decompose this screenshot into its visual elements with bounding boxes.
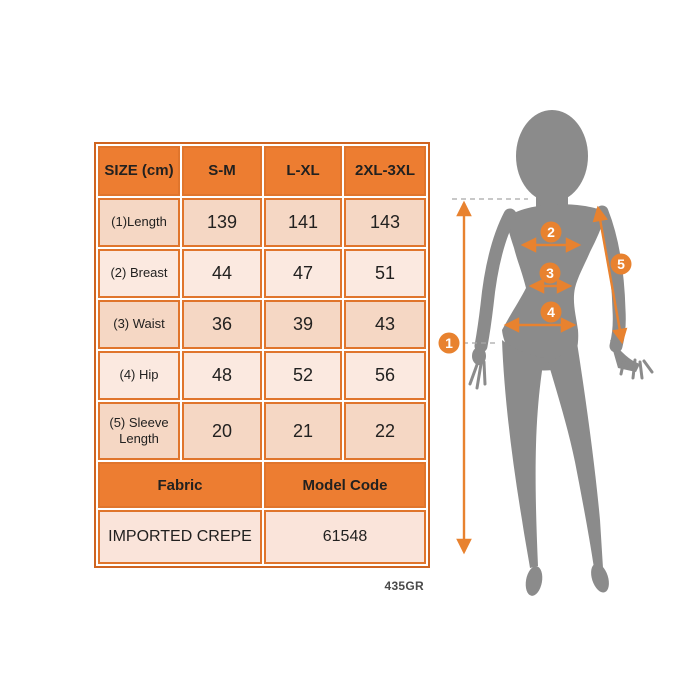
badge-1-circle xyxy=(438,332,460,354)
guide-dashes xyxy=(452,198,528,344)
cell-value: 21 xyxy=(264,402,342,460)
cell-value: 36 xyxy=(182,300,262,349)
right-foot xyxy=(591,563,609,593)
col-header-l-xl: L-XL xyxy=(264,146,342,196)
table-row-breast: (2) Breast 44 47 51 xyxy=(98,249,426,298)
badge-2-circle xyxy=(540,221,562,243)
fabric-header: Fabric xyxy=(98,462,262,508)
cell-value: 52 xyxy=(264,351,342,400)
cell-value: 22 xyxy=(344,402,426,460)
table-row-waist: (3) Waist 36 39 43 xyxy=(98,300,426,349)
weight-footnote: 435GR xyxy=(384,579,424,593)
right-fingers xyxy=(619,358,654,380)
badge-3-circle xyxy=(539,262,561,284)
cell-value: 39 xyxy=(264,300,342,349)
badge-2-number: 2 xyxy=(547,224,555,240)
left-fingers xyxy=(468,360,487,390)
info-header-row: Fabric Model Code xyxy=(98,462,426,508)
sleeve-arrow xyxy=(592,205,628,345)
cell-value: 56 xyxy=(344,351,426,400)
badge-5-number: 5 xyxy=(617,256,625,272)
woman-silhouette xyxy=(468,110,654,596)
badge-4-circle xyxy=(540,301,562,323)
left-foot xyxy=(525,566,543,596)
model-code-value: 61548 xyxy=(264,510,426,564)
measurement-figure: 1 2 3 4 5 xyxy=(438,110,654,596)
badge-5-circle xyxy=(610,253,632,275)
col-header-s-m: S-M xyxy=(182,146,262,196)
col-header-2xl-3xl: 2XL-3XL xyxy=(344,146,426,196)
table-row-sleeve-length: (5) Sleeve Length 20 21 22 xyxy=(98,402,426,460)
left-hand xyxy=(472,347,486,365)
table-row-length: (1)Length 139 141 143 xyxy=(98,198,426,247)
model-code-header: Model Code xyxy=(264,462,426,508)
cell-value: 51 xyxy=(344,249,426,298)
head xyxy=(516,110,588,202)
table-row-hip: (4) Hip 48 52 56 xyxy=(98,351,426,400)
cell-value: 139 xyxy=(182,198,262,247)
cell-value: 48 xyxy=(182,351,262,400)
size-table-header-row: SIZE (cm) S-M L-XL 2XL-3XL xyxy=(98,146,426,196)
cell-value: 43 xyxy=(344,300,426,349)
row-label: (3) Waist xyxy=(98,300,180,349)
fabric-value: IMPORTED CREPE xyxy=(98,510,262,564)
measurement-badges: 1 2 3 4 5 xyxy=(438,221,632,354)
cell-value: 143 xyxy=(344,198,426,247)
cell-value: 47 xyxy=(264,249,342,298)
badge-3-number: 3 xyxy=(546,265,554,281)
right-hand xyxy=(610,340,640,372)
row-label: (4) Hip xyxy=(98,351,180,400)
row-label: (1)Length xyxy=(98,198,180,247)
cell-value: 20 xyxy=(182,402,262,460)
size-unit-header: SIZE (cm) xyxy=(98,146,180,196)
cell-value: 141 xyxy=(264,198,342,247)
size-table: SIZE (cm) S-M L-XL 2XL-3XL (1)Length 139… xyxy=(94,142,430,568)
info-value-row: IMPORTED CREPE 61548 xyxy=(98,510,426,564)
left-arm xyxy=(474,208,517,353)
row-label: (5) Sleeve Length xyxy=(98,402,180,460)
cell-value: 44 xyxy=(182,249,262,298)
measurement-arrows xyxy=(456,200,628,555)
row-label: (2) Breast xyxy=(98,249,180,298)
right-leg xyxy=(548,336,603,568)
badge-1-number: 1 xyxy=(445,335,453,351)
left-leg xyxy=(502,340,544,568)
badge-4-number: 4 xyxy=(547,304,555,320)
